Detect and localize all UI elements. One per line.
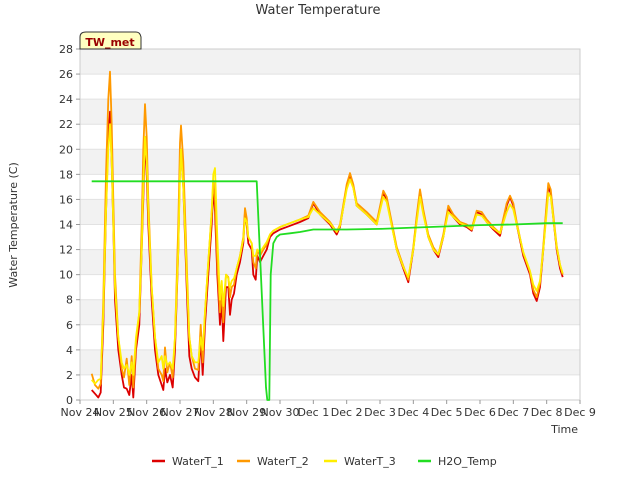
x-tick-label: Dec 4 <box>397 406 429 419</box>
x-tick-label: Dec 5 <box>431 406 463 419</box>
y-tick-label: 28 <box>59 43 73 56</box>
x-tick-label: Dec 3 <box>364 406 396 419</box>
legend-item-watert-1: WaterT_1 <box>152 455 224 468</box>
x-tick-label: Dec 8 <box>531 406 563 419</box>
x-tick-label: Nov 30 <box>261 406 300 419</box>
y-tick-label: 20 <box>59 143 73 156</box>
grid-band <box>80 299 580 325</box>
y-tick-label: 2 <box>66 369 73 382</box>
y-tick-label: 14 <box>59 219 73 232</box>
x-tick-label: Nov 25 <box>94 406 133 419</box>
y-axis-label: Water Temperature (C) <box>7 162 20 287</box>
series-line-h2o-temp <box>91 180 563 401</box>
y-tick-label: 10 <box>59 269 73 282</box>
x-tick-label: Dec 2 <box>331 406 363 419</box>
y-tick-label: 12 <box>59 244 73 257</box>
x-tick-label: Nov 26 <box>127 406 166 419</box>
grid-band <box>80 49 580 75</box>
y-tick-label: 24 <box>59 93 73 106</box>
y-tick-label: 0 <box>66 394 73 407</box>
legend-label: WaterT_3 <box>344 455 396 468</box>
y-tick-label: 4 <box>66 344 73 357</box>
x-tick-label: Dec 9 <box>564 406 596 419</box>
series-layer <box>90 70 564 401</box>
x-tick-label: Dec 1 <box>297 406 329 419</box>
grid-band <box>80 199 580 225</box>
legend-item-h2o-temp: H2O_Temp <box>418 455 497 468</box>
x-tick-label: Nov 27 <box>161 406 200 419</box>
y-tick-label: 8 <box>66 294 73 307</box>
x-tick-label: Dec 7 <box>497 406 529 419</box>
y-tick-label: 18 <box>59 168 73 181</box>
grid-band <box>80 249 580 275</box>
tw-met-badge: TW_met <box>79 31 142 50</box>
y-tick-label: 16 <box>59 193 73 206</box>
legend-item-watert-2: WaterT_2 <box>237 455 309 468</box>
y-tick-label: 22 <box>59 118 73 131</box>
legend-item-watert-3: WaterT_3 <box>324 455 396 468</box>
x-tick-label: Nov 24 <box>61 406 100 419</box>
y-tick-label: 26 <box>59 68 73 81</box>
y-tick-label: 6 <box>66 319 73 332</box>
legend-label: H2O_Temp <box>438 455 497 468</box>
x-tick-label: Nov 28 <box>194 406 233 419</box>
x-tick-label: Dec 6 <box>464 406 496 419</box>
grid-band <box>80 149 580 175</box>
x-axis-label: Time <box>550 423 578 436</box>
x-tick-label: Nov 29 <box>227 406 266 419</box>
grid-band <box>80 99 580 125</box>
legend: WaterT_1 WaterT_2 WaterT_3 H2O_Temp <box>152 455 497 468</box>
chart-title: Water Temperature <box>256 3 381 18</box>
legend-label: WaterT_2 <box>257 455 309 468</box>
tw-met-label: TW_met <box>85 36 134 49</box>
legend-label: WaterT_1 <box>172 455 224 468</box>
